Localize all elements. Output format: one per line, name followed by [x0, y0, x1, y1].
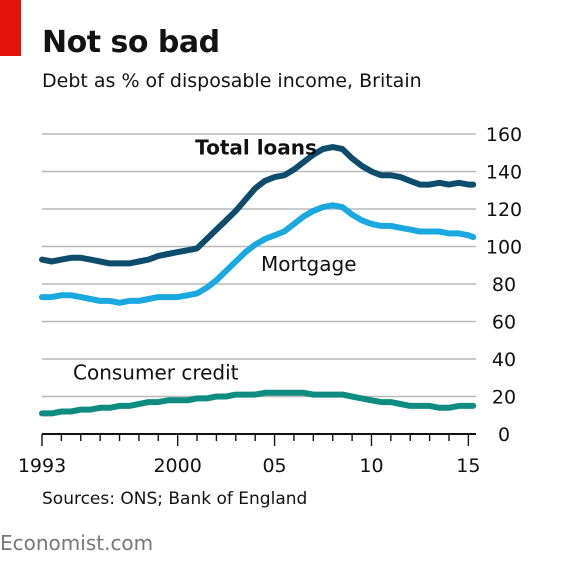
y-tick-label: 20 — [492, 387, 516, 409]
x-tick-label: 10 — [359, 455, 383, 477]
y-tick-label: 40 — [492, 349, 516, 371]
x-tick-label: 15 — [456, 455, 480, 477]
y-tick-label: 100 — [486, 237, 522, 259]
x-axis: 1993 2000 05 10 15 — [18, 434, 481, 477]
y-tick-label: 140 — [486, 162, 522, 184]
line-chart: 0 20 40 60 80 100 120 140 160 1993 2000 05 10 15 Tot… — [0, 0, 580, 480]
series-label-total-loans: Total loans — [195, 136, 317, 160]
y-tick-label: 120 — [486, 199, 522, 221]
x-tick-label: 2000 — [153, 455, 201, 477]
brand-wordmark: Economist.com — [0, 530, 153, 556]
series-labels: Total loans Mortgage Consumer credit — [73, 136, 357, 385]
source-note: Sources: ONS; Bank of England — [42, 488, 307, 510]
y-tick-label: 80 — [492, 274, 516, 296]
x-tick-label: 05 — [262, 455, 286, 477]
y-tick-label: 0 — [498, 424, 510, 446]
x-tick-label: 1993 — [18, 455, 66, 477]
y-axis-tick-labels: 0 20 40 60 80 100 120 140 160 — [486, 124, 522, 446]
y-tick-label: 60 — [492, 312, 516, 334]
y-tick-label: 160 — [486, 124, 522, 146]
series-label-consumer-credit: Consumer credit — [73, 361, 239, 385]
series-line-mortgage — [42, 205, 473, 302]
series-label-mortgage: Mortgage — [261, 252, 357, 276]
